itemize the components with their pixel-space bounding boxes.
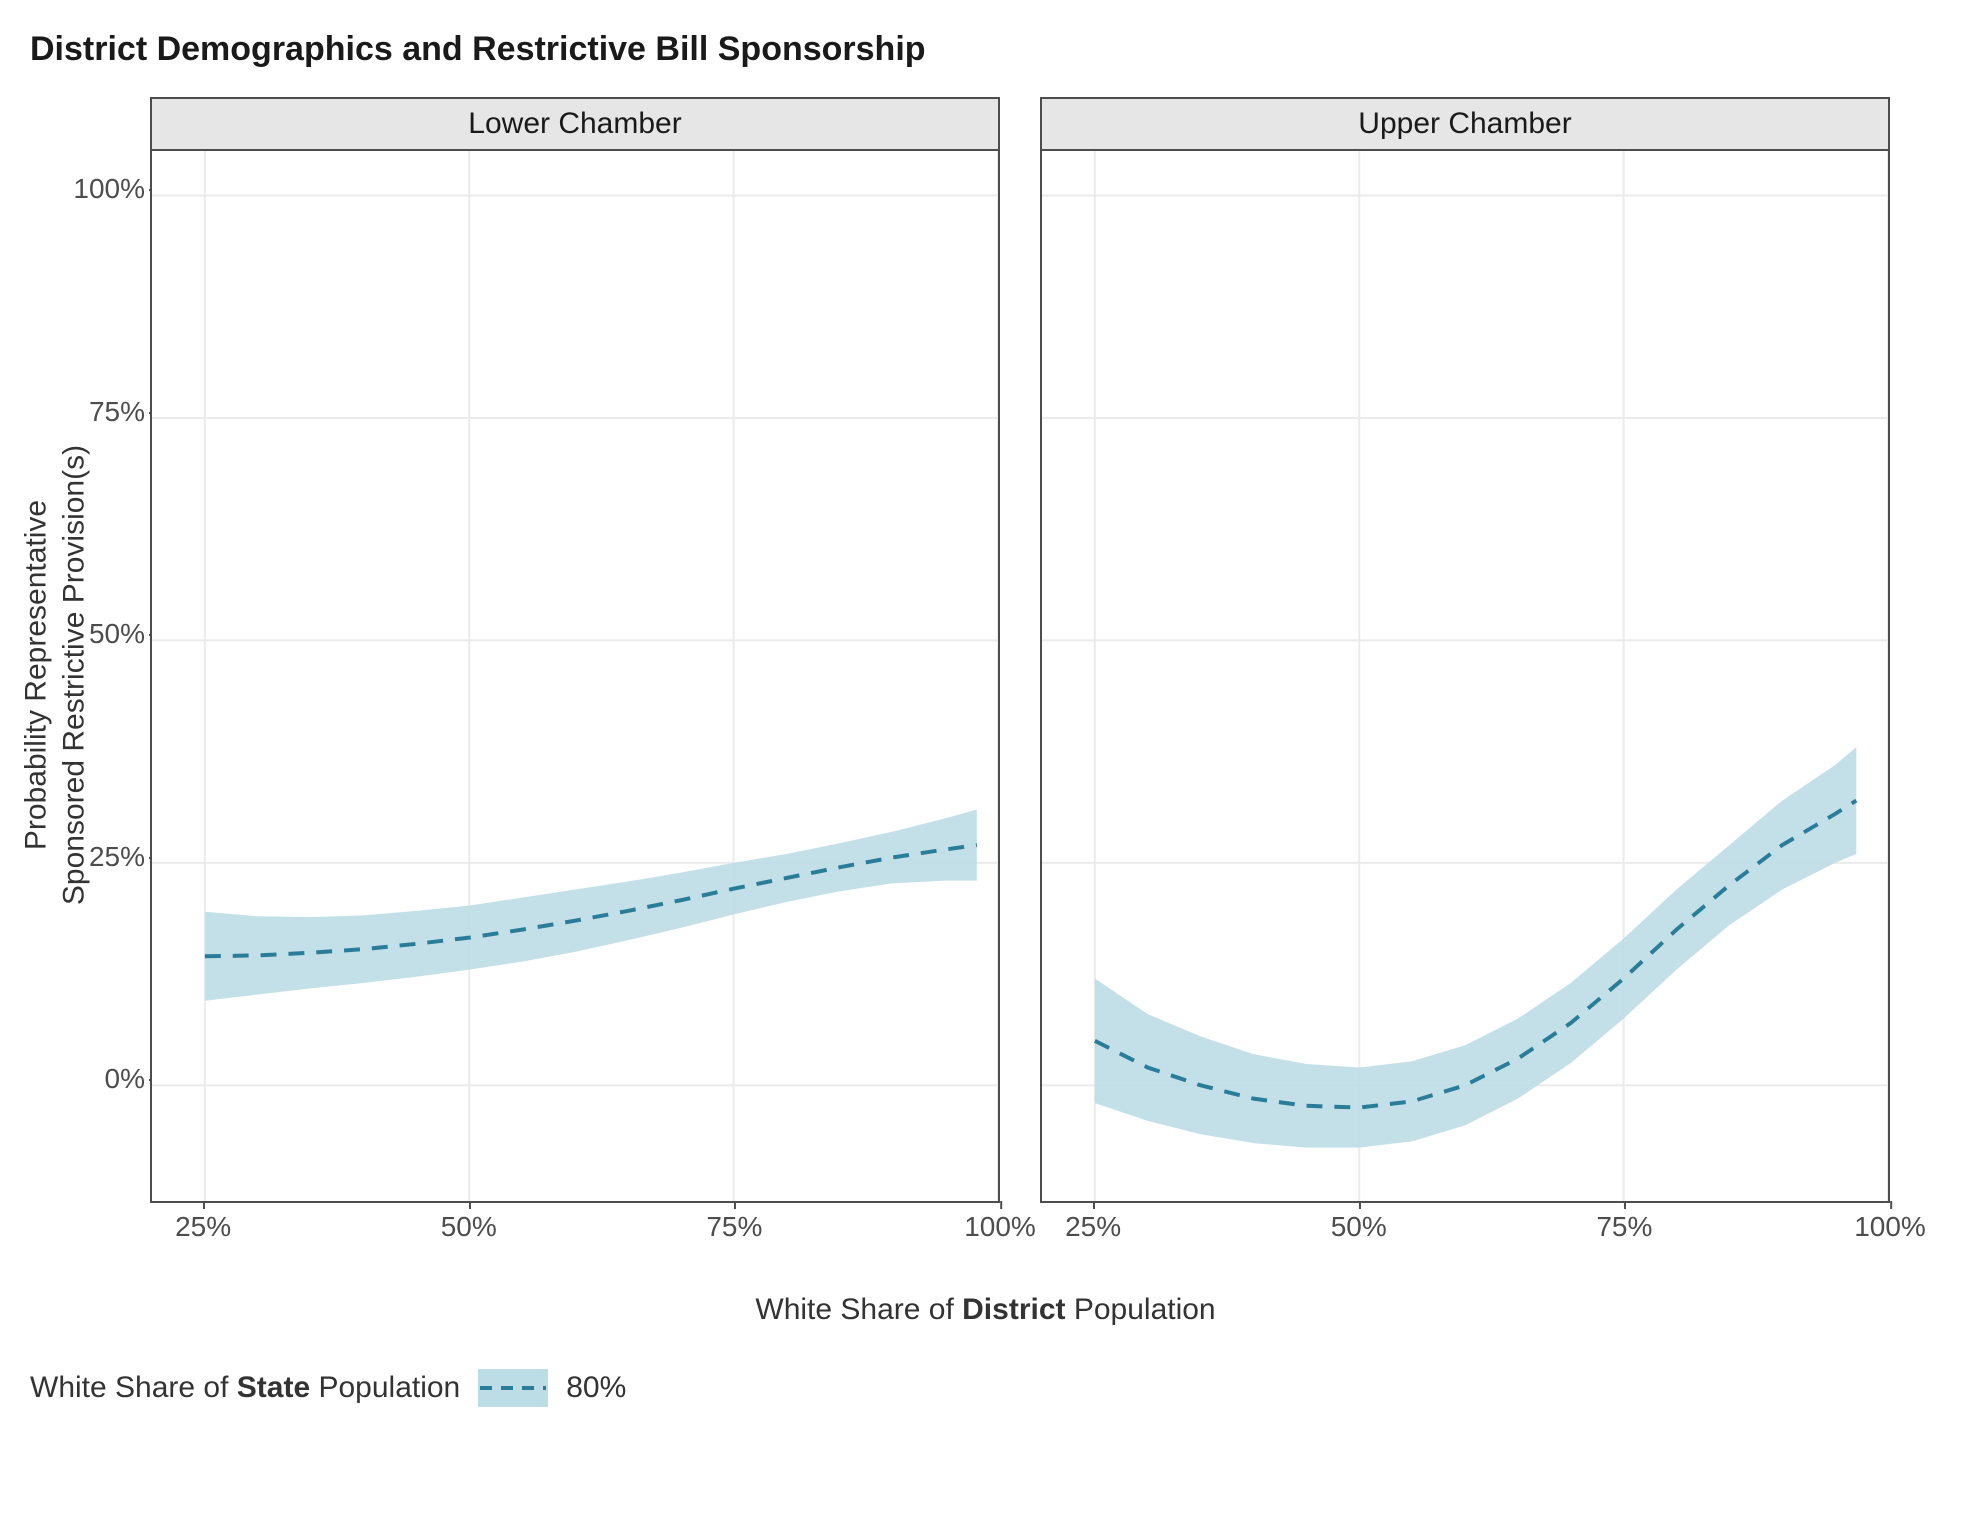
plot-area-upper: [1042, 151, 1888, 1201]
legend-key: [478, 1369, 548, 1407]
plot-svg-upper: [1042, 151, 1888, 1201]
x-ticks-lower: 25%50%75%100%: [150, 1203, 1000, 1253]
legend-key-line: [478, 1369, 548, 1407]
x-tick-label: 75%: [706, 1211, 762, 1243]
x-tick-label: 25%: [1065, 1211, 1121, 1243]
x-tick-label: 50%: [441, 1211, 497, 1243]
y-ticks: 0% 25% 50% 75% 100%: [60, 145, 145, 1195]
panel-wrap-lower: Probability Representative Sponsored Res…: [150, 97, 1000, 1253]
panel-lower: Lower Chamber: [150, 97, 1000, 1203]
legend-title-post: Population: [310, 1371, 460, 1404]
y-tick-label: 25%: [60, 841, 145, 873]
panels-row: Probability Representative Sponsored Res…: [150, 97, 1941, 1253]
x-axis-title: White Share of District Population: [30, 1293, 1941, 1327]
x-axis-title-pre: White Share of: [755, 1293, 962, 1326]
panel-upper: Upper Chamber: [1040, 97, 1890, 1203]
x-axis-title-post: Population: [1066, 1293, 1216, 1326]
x-tick-label: 50%: [1331, 1211, 1387, 1243]
x-tick-label: 100%: [1854, 1211, 1926, 1243]
legend-title-bold: State: [237, 1371, 310, 1404]
panel-strip-label: Lower Chamber: [152, 99, 998, 151]
x-axis-title-bold: District: [962, 1293, 1065, 1326]
figure: District Demographics and Restrictive Bi…: [30, 30, 1941, 1407]
chart-title: District Demographics and Restrictive Bi…: [30, 30, 1941, 69]
panel-strip-label: Upper Chamber: [1042, 99, 1888, 151]
legend-title: White Share of State Population: [30, 1371, 460, 1405]
x-tick-label: 25%: [175, 1211, 231, 1243]
panel-wrap-upper: Upper Chamber 25%50%75%100%: [1040, 97, 1890, 1253]
x-tick-label: 100%: [964, 1211, 1036, 1243]
y-axis-title-line1: Probability Representative: [18, 445, 56, 905]
x-ticks-upper: 25%50%75%100%: [1040, 1203, 1890, 1253]
plot-svg-lower: [152, 151, 998, 1201]
legend-title-pre: White Share of: [30, 1371, 237, 1404]
x-tick-label: 75%: [1596, 1211, 1652, 1243]
legend: White Share of State Population 80%: [30, 1369, 1941, 1407]
y-tick-label: 50%: [60, 618, 145, 650]
legend-label: 80%: [566, 1371, 626, 1405]
y-tick-label: 75%: [60, 396, 145, 428]
y-tick-label: 100%: [60, 173, 145, 205]
plot-area-lower: [152, 151, 998, 1201]
y-tick-label: 0%: [60, 1063, 145, 1095]
